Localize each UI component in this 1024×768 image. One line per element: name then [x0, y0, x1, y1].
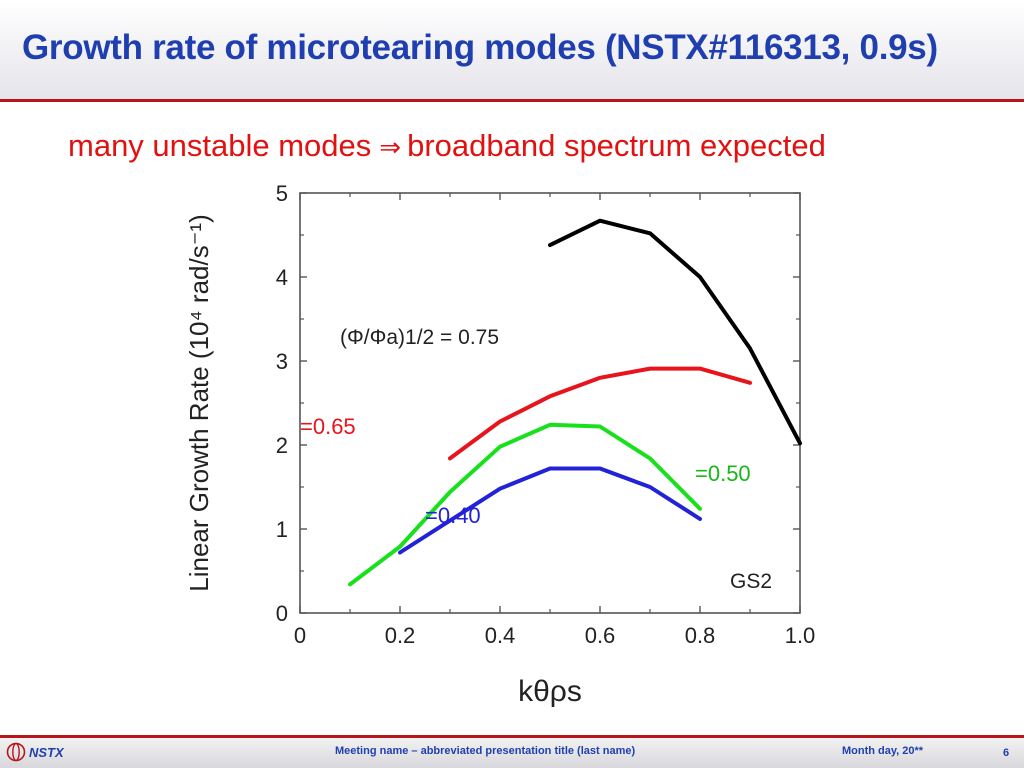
logo-text: NSTX	[29, 744, 64, 760]
nstx-logo: NSTX	[6, 742, 64, 762]
series-label-0: (Φ/Φa)1/2 = 0.75	[340, 326, 499, 349]
footer-date: Month day, 20**	[842, 745, 924, 757]
series-line-3	[398, 466, 702, 555]
footer-rule	[0, 735, 1024, 738]
plot-frame	[299, 192, 801, 614]
model-code-label: GS2	[730, 570, 772, 593]
slide-title: Growth rate of microtearing modes (NSTX#…	[22, 28, 938, 67]
series-label-2: =0.50	[695, 461, 751, 486]
x-tick-label: 1.0	[785, 623, 816, 648]
slide-subtitle: many unstable modes ⇒ broadband spectrum e…	[68, 128, 826, 164]
x-tick-label: 0.4	[485, 623, 516, 648]
y-tick-label: 3	[276, 349, 288, 374]
subtitle-right: broadband spectrum expected	[407, 128, 826, 163]
title-rule	[0, 99, 1024, 102]
title-bar	[0, 0, 1024, 100]
implies-arrow: ⇒	[379, 133, 402, 163]
axis-ticks: 0 0.2 0.4 0.6 0.8 1.0 0 1 2 3 4 5 kθρs Linear Growth …	[184, 181, 815, 708]
x-tick-label: 0.8	[685, 623, 716, 648]
growth-rate-chart: 0 0.2 0.4 0.6 0.8 1.0 0 1 2 3 4 5 kθρs Linear Growth …	[184, 181, 815, 708]
series-label-1: =0.65	[300, 414, 356, 439]
series-line-2	[348, 422, 702, 587]
nstx-logo-icon	[6, 742, 26, 762]
x-axis-label: kθρs	[518, 675, 582, 708]
x-tick-label: 0	[294, 623, 306, 648]
subtitle-left: many unstable modes	[68, 128, 372, 163]
plot-area-border	[299, 192, 801, 614]
y-tick-label: 0	[276, 601, 288, 626]
footer-meeting-name: Meeting name – abbreviated presentation …	[335, 745, 636, 757]
series-labels: (Φ/Φa)1/2 = 0.75 =0.65 =0.50 =0.40 GS2	[300, 326, 772, 593]
x-tick-label: 0.2	[385, 623, 416, 648]
series-line-1	[448, 366, 752, 461]
series-line-0	[548, 218, 802, 446]
y-tick-label: 4	[276, 265, 288, 290]
footer-bar	[0, 738, 1024, 768]
x-tick-label: 0.6	[585, 623, 616, 648]
y-tick-label: 1	[276, 517, 288, 542]
y-tick-label: 5	[276, 181, 288, 206]
y-tick-label: 2	[276, 433, 288, 458]
series-lines	[348, 218, 802, 587]
series-label-3: =0.40	[425, 503, 481, 528]
y-axis-label: Linear Growth Rate (10⁴ rad/s⁻¹)	[184, 214, 214, 591]
page-number: 6	[1003, 747, 1010, 759]
